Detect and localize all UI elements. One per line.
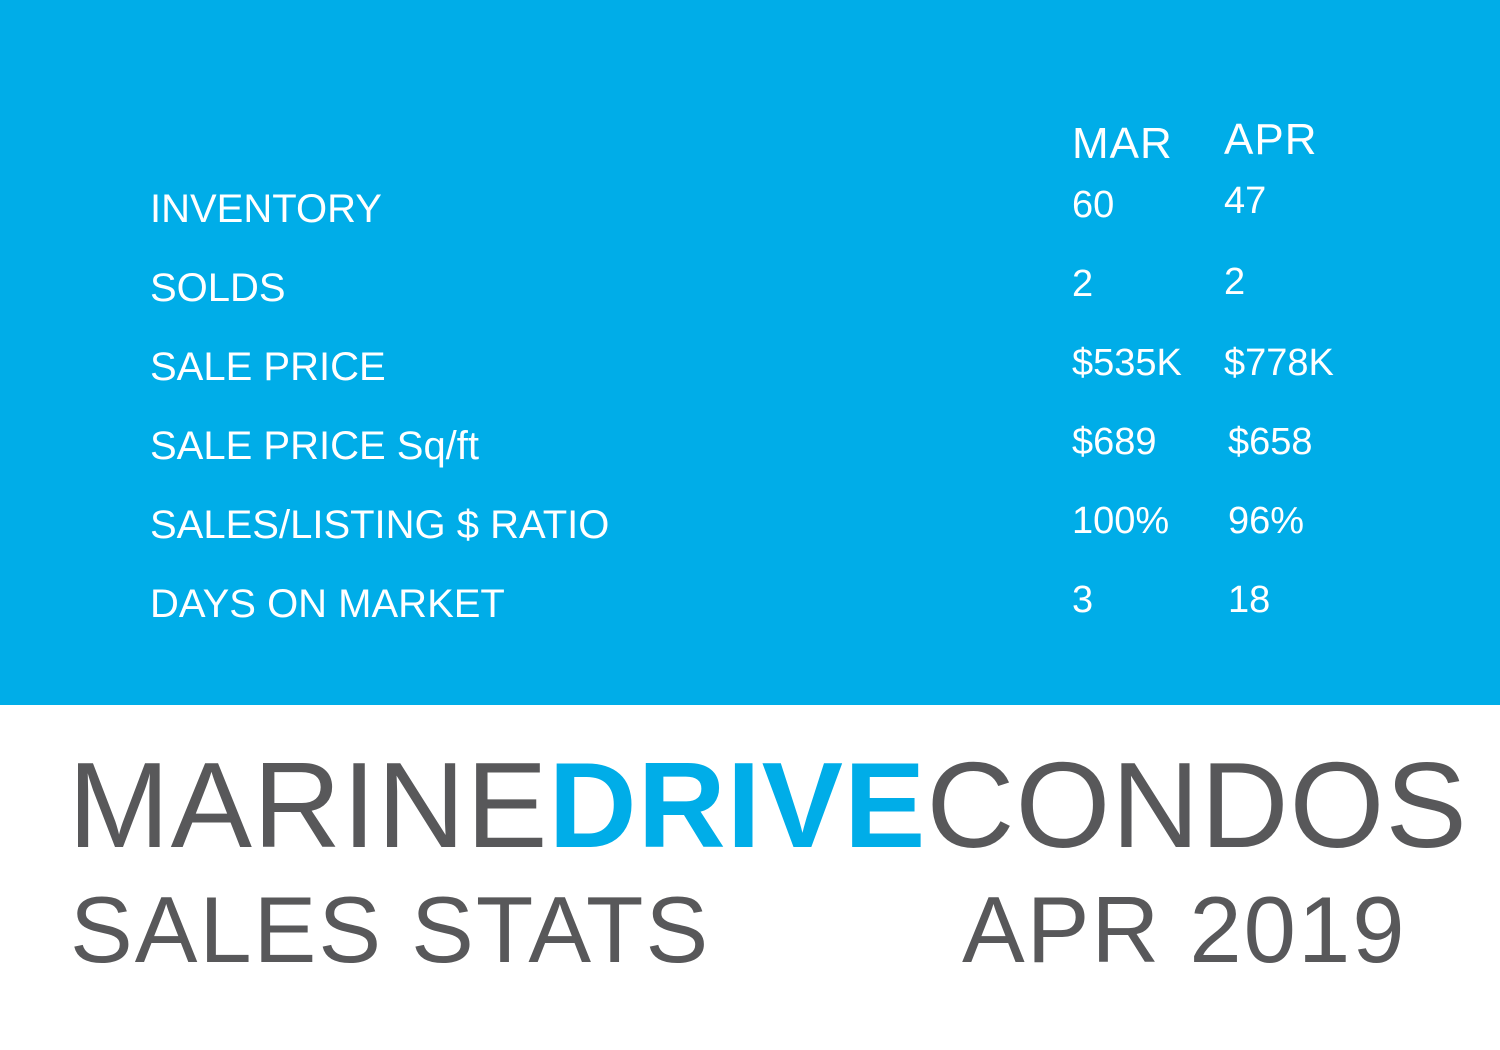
column-header-mar: MAR — [1072, 119, 1173, 168]
stats-panel: MAR APR INVENTORY 60 47 SOLDS 2 2 SALE P… — [0, 0, 1500, 705]
subtitle-sales-stats: SALES STATS — [70, 877, 711, 982]
stat-value-apr: $778K — [1224, 342, 1334, 384]
brand-drive: DRIVE — [548, 737, 927, 873]
stat-row-sales-listing-ratio: SALES/LISTING $ RATIO 100% 96% — [0, 500, 1500, 561]
brand-condos: CONDOS — [926, 737, 1468, 873]
stat-value-apr: 18 — [1228, 579, 1271, 621]
column-header-apr: APR — [1224, 115, 1318, 164]
stat-row-days-on-market: DAYS ON MARKET 3 18 — [0, 579, 1500, 640]
stat-value-mar: $689 — [1072, 421, 1157, 463]
stat-value-mar: 3 — [1072, 579, 1094, 621]
stat-label: SALE PRICE Sq/ft — [150, 424, 480, 468]
stat-label: DAYS ON MARKET — [150, 582, 505, 626]
stat-value-apr: 2 — [1224, 261, 1246, 303]
stat-row-sale-price-sqft: SALE PRICE Sq/ft $689 $658 — [0, 421, 1500, 482]
stat-value-mar: 100% — [1072, 500, 1170, 542]
stat-value-apr: $658 — [1228, 421, 1313, 463]
stat-label: SALES/LISTING $ RATIO — [150, 503, 610, 547]
stat-value-apr: 47 — [1224, 180, 1267, 222]
stat-row-inventory: INVENTORY 60 47 — [0, 180, 1500, 245]
stat-value-mar: 60 — [1072, 184, 1115, 226]
stat-value-apr: 96% — [1228, 500, 1305, 542]
stat-row-sale-price: SALE PRICE $535K $778K — [0, 342, 1500, 403]
stat-row-solds: SOLDS 2 2 — [0, 261, 1500, 324]
stat-label: SOLDS — [150, 266, 286, 310]
stat-label: SALE PRICE — [150, 345, 386, 389]
brand-title: MARINEDRIVECONDOS — [68, 740, 1468, 870]
stat-value-mar: $535K — [1072, 342, 1182, 384]
brand-marine: MARINE — [68, 737, 549, 873]
stat-value-mar: 2 — [1072, 263, 1094, 305]
subtitle-date: APR 2019 — [962, 877, 1407, 982]
stat-label: INVENTORY — [150, 187, 382, 231]
